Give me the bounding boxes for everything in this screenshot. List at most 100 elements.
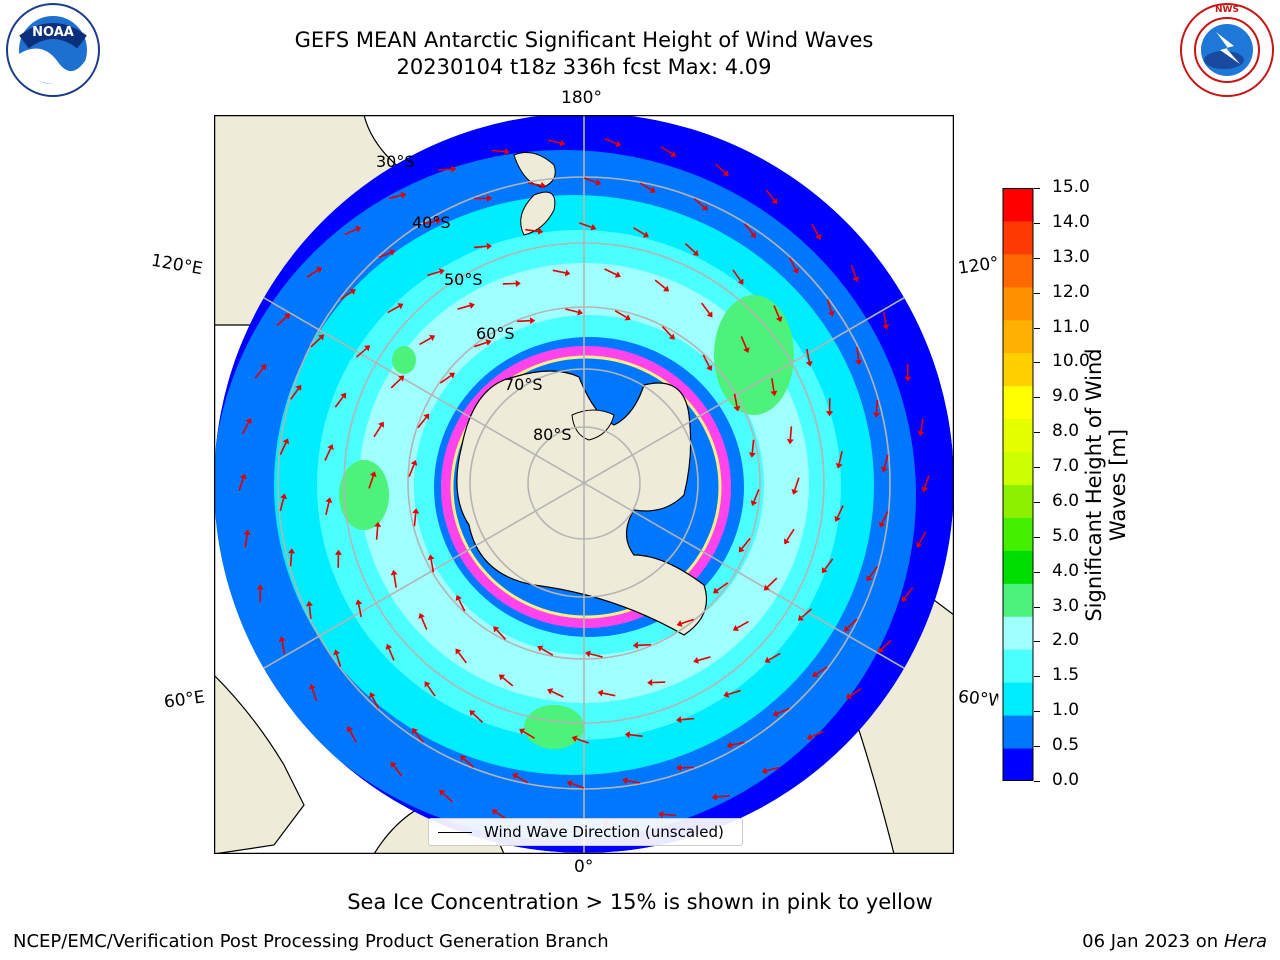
wind-wave-arrow-shaft — [378, 251, 392, 259]
wind-wave-arrow-head — [597, 689, 604, 697]
wind-wave-arrow-head — [845, 693, 852, 699]
colorbar-swatch — [1003, 649, 1033, 683]
wind-wave-arrow-head — [797, 614, 804, 621]
wind-wave-arrow-head — [486, 194, 493, 202]
wind-wave-arrow-shaft — [306, 269, 319, 278]
wind-wave-arrow-head — [571, 735, 578, 743]
wind-wave-arrow-head — [712, 587, 720, 594]
wind-wave-arrow-shaft — [457, 652, 467, 664]
wind-wave-arrow-shaft — [393, 574, 397, 588]
wind-wave-arrow-head — [692, 249, 699, 256]
wind-wave-arrow-head — [389, 249, 396, 256]
wind-wave-arrow-head — [743, 347, 750, 354]
wind-wave-arrow-shaft — [869, 566, 878, 578]
wind-wave-arrow-head — [374, 521, 382, 527]
wind-wave-arrow-shaft — [324, 448, 332, 461]
wind-wave-arrow-head — [346, 726, 353, 733]
wind-wave-arrow-head — [748, 452, 756, 458]
wind-wave-arrow-shaft — [794, 477, 800, 491]
wind-wave-arrow-shaft — [663, 813, 677, 817]
wind-wave-arrow-shaft — [881, 511, 889, 524]
wind-wave-arrow-shaft — [731, 741, 745, 746]
wind-wave-arrow-head — [435, 217, 442, 225]
wind-wave-arrow-shaft — [875, 399, 879, 413]
wind-wave-arrow-head — [901, 595, 908, 602]
legend-line-swatch — [438, 831, 472, 833]
wind-wave-arrow-shaft — [733, 393, 738, 407]
wind-wave-arrow-head — [595, 179, 602, 186]
wind-wave-arrow-shaft — [589, 653, 603, 658]
wind-wave-arrow-head — [547, 688, 554, 695]
wind-wave-arrow-shaft — [388, 194, 402, 200]
wind-wave-arrow-shaft — [335, 653, 342, 667]
wind-wave-arrow-shaft — [541, 647, 554, 656]
wind-wave-arrow-shaft — [768, 652, 781, 661]
wind-wave-arrow-head — [676, 716, 682, 724]
wind-wave-arrow-shaft — [551, 690, 564, 698]
meridian-60e-120w — [214, 268, 954, 698]
wind-wave-arrow-shaft — [660, 146, 673, 155]
colorbar-swatch — [1003, 319, 1033, 354]
wind-wave-arrow-head — [260, 364, 267, 371]
wind-wave-arrow-head — [327, 444, 334, 451]
wind-wave-arrow-head — [763, 584, 770, 591]
wind-wave-arrow-shaft — [766, 766, 780, 772]
wind-wave-arrow-shaft — [751, 439, 755, 453]
wind-wave-arrow-shaft — [836, 505, 844, 518]
wind-wave-arrow-shaft — [571, 782, 585, 789]
wind-wave-arrow-head — [564, 269, 571, 277]
wind-wave-arrow-head — [282, 438, 290, 445]
wind-wave-arrow-head — [614, 271, 621, 278]
wind-wave-arrow-head — [882, 324, 890, 330]
wind-wave-arrow-shaft — [633, 227, 646, 236]
wind-wave-arrow-head — [278, 636, 286, 642]
colorbar-tick-label: 5.0 — [1052, 525, 1080, 546]
lat-label-50s: 50°S — [444, 270, 483, 289]
wind-wave-arrow-head — [815, 233, 822, 240]
wind-wave-arrow-head — [349, 289, 356, 295]
wind-wave-arrow-shaft — [420, 617, 428, 630]
africa-land — [214, 674, 305, 854]
wind-wave-arrow-head — [706, 365, 713, 372]
wind-wave-arrow-shaft — [697, 656, 711, 662]
wind-wave-arrow-head — [504, 148, 510, 156]
lon-label-120w: 120°W — [956, 253, 1000, 279]
wind-wave-arrow-shaft — [826, 299, 833, 313]
wind-wave-arrow-head — [256, 584, 264, 590]
wind-wave-arrow-head — [812, 671, 819, 677]
wind-wave-arrow-head — [872, 412, 880, 418]
wind-wave-arrow-shaft — [279, 498, 285, 512]
wind-wave-arrow-shaft — [604, 137, 618, 145]
wind-wave-arrow-head — [737, 278, 744, 285]
wind-wave-arrow-head — [826, 411, 834, 417]
wind-wave-arrow-head — [424, 681, 431, 688]
wind-wave-arrow-head — [585, 650, 591, 658]
wind-wave-arrow-shaft — [344, 228, 357, 236]
wind-wave-arrow-shaft — [771, 378, 775, 392]
wind-wave-arrow-head — [772, 710, 779, 717]
colorbar-tick-mark — [1034, 467, 1040, 469]
colorbar-tick-label: 15.0 — [1052, 177, 1090, 197]
wind-wave-arrow-shaft — [408, 464, 415, 477]
wind-wave-arrow-shaft — [281, 640, 286, 655]
wind-wave-arrow-head — [723, 691, 730, 698]
wind-wave-arrow-head — [693, 657, 699, 664]
wave-patch-3-4 — [524, 705, 584, 749]
wave-patch-3-4 — [339, 460, 389, 530]
wind-wave-arrow-shaft — [387, 305, 400, 314]
wind-wave-arrow-shaft — [736, 620, 749, 629]
wind-wave-arrow-head — [412, 728, 418, 735]
wind-wave-arrow-head — [333, 649, 341, 656]
colorbar-tick-label: 7.0 — [1052, 456, 1080, 477]
colorbar-tick-mark — [1034, 292, 1040, 294]
wind-wave-arrow-shaft — [882, 311, 887, 326]
graticule — [214, 115, 954, 853]
wind-wave-arrow-head — [904, 376, 912, 382]
wind-wave-arrow-shaft — [393, 765, 403, 777]
wind-wave-arrow-shaft — [602, 692, 616, 697]
footer-host: Hera — [1223, 931, 1267, 952]
wind-wave-arrow-shaft — [254, 367, 264, 379]
wind-wave-arrow-head — [364, 345, 371, 352]
wind-wave-arrow-head — [485, 339, 492, 346]
wind-wave-arrow-head — [784, 538, 790, 545]
